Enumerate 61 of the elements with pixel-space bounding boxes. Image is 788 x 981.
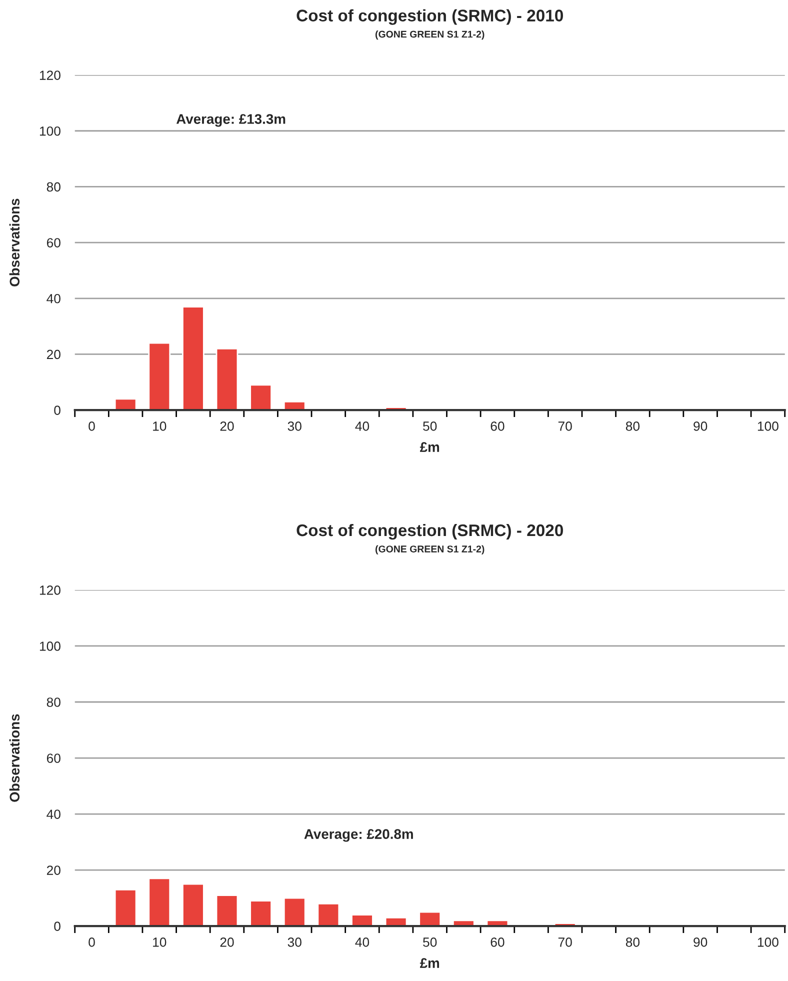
x-tick-label: 70 (558, 422, 572, 431)
x-tick-label: 10 (153, 422, 166, 431)
x-tick-label: 30 (288, 422, 302, 431)
bar (317, 902, 340, 926)
y-tick-label: 20 (46, 350, 60, 360)
x-tick-label: 30 (288, 938, 302, 947)
bar (216, 894, 238, 926)
bar (148, 342, 171, 410)
x-tick-label: 0 (88, 422, 95, 431)
x-tick-label: 50 (423, 938, 437, 947)
y-axis-title: Observations (9, 198, 20, 286)
x-axis-title: £m (420, 442, 440, 452)
chart-title: Cost of congestion (SRMC) - 2010 (296, 9, 563, 25)
annotation: Average: £13.3m (176, 114, 286, 127)
x-tick-label: 80 (626, 938, 640, 947)
y-tick-label: 0 (54, 406, 60, 415)
x-tick-label: 90 (694, 938, 708, 947)
x-tick-label: 40 (355, 938, 370, 947)
bar (250, 384, 272, 410)
bar (182, 306, 204, 410)
bar (148, 878, 171, 926)
y-axis-title: Observations (9, 714, 20, 802)
y-tick-label: 120 (40, 586, 60, 595)
bar (250, 900, 272, 926)
x-tick-label: 20 (220, 938, 234, 947)
y-tick-label: 80 (46, 698, 60, 707)
bar (283, 897, 306, 926)
x-tick-label: 20 (220, 422, 234, 431)
x-tick-label: 70 (558, 938, 572, 947)
y-tick-label: 100 (40, 642, 60, 651)
x-tick-label: 90 (694, 422, 708, 431)
chart-subtitle: (GONE GREEN S1 Z1-2) (376, 545, 484, 554)
x-tick-label: 60 (490, 938, 504, 947)
x-tick-label: 80 (626, 422, 640, 431)
chart-subtitle: (GONE GREEN S1 Z1-2) (376, 30, 484, 40)
y-tick-label: 80 (46, 182, 60, 192)
x-tick-label: 40 (355, 422, 370, 431)
x-tick-label: 0 (88, 938, 95, 947)
x-tick-label: 60 (490, 422, 504, 431)
x-axis-title: £m (420, 958, 440, 968)
y-tick-label: 40 (46, 294, 60, 304)
bar (114, 888, 137, 926)
x-tick-label: 100 (758, 422, 778, 431)
y-tick-label: 0 (54, 922, 60, 931)
x-tick-label: 10 (153, 938, 166, 947)
y-tick-label: 40 (46, 810, 60, 819)
y-tick-label: 60 (46, 238, 60, 248)
y-tick-label: 60 (46, 754, 60, 763)
y-tick-label: 20 (46, 866, 60, 875)
bar (114, 398, 137, 410)
chart-title: Cost of congestion (SRMC) - 2020 (296, 524, 563, 540)
x-tick-label: 100 (758, 938, 778, 947)
bar (351, 914, 374, 926)
bar (418, 911, 442, 926)
y-tick-label: 100 (40, 126, 60, 136)
x-tick-label: 50 (423, 422, 437, 431)
bar (182, 883, 204, 926)
bar (283, 400, 306, 410)
y-tick-label: 120 (40, 70, 60, 80)
bar (216, 348, 238, 410)
annotation: Average: £20.8m (304, 829, 413, 842)
